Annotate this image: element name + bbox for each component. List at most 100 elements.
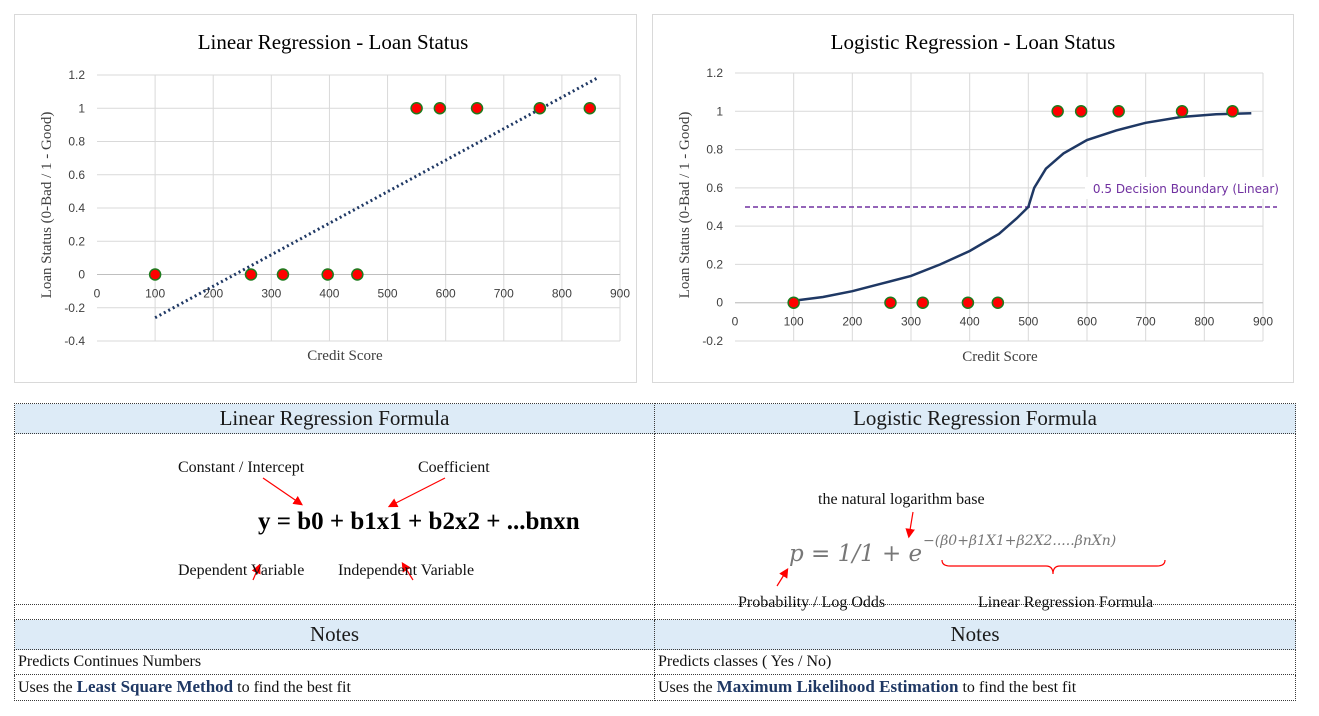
linear-note-2-pre: Uses the [18, 679, 77, 696]
x-tick-label: 300 [261, 287, 281, 301]
independent-arrow [401, 561, 414, 581]
intercept-arrow [262, 477, 303, 506]
logistic-exponent: −(β0+β1X1+β2X2.....βnXn) [923, 533, 1117, 549]
linear-note-1: Predicts Continues Numbers [14, 649, 655, 675]
data-point [1051, 105, 1064, 118]
linear-notes-header: Notes [14, 619, 655, 650]
formula-table: Linear Regression Formula Logistic Regre… [14, 403, 1296, 701]
x-tick-label: 500 [378, 287, 398, 301]
data-point [1074, 105, 1088, 118]
linear-chart-title: Linear Regression - Loan Status [198, 30, 469, 54]
y-tick-label: 1 [716, 104, 723, 118]
x-tick-label: 500 [1018, 315, 1038, 329]
logistic-regression-chart: Logistic Regression - Loan Status Credit… [652, 14, 1294, 383]
x-tick-label: 0 [94, 287, 101, 301]
logistic-chart-svg: Logistic Regression - Loan Status Credit… [677, 30, 1293, 365]
x-tick-label: 100 [145, 287, 165, 301]
logistic-formula-cell: the natural logarithm base p = 1/1 + e −… [654, 433, 1296, 611]
linear-y-axis-label: Loan Status (0-Bad / 1 - Good) [39, 112, 55, 299]
x-tick-label: 100 [784, 315, 804, 329]
data-point [1226, 105, 1239, 118]
decision-boundary-label-bg [1085, 177, 1293, 199]
coefficient-arrow [387, 477, 446, 508]
linear-formula-label: Linear Regression Formula [978, 594, 1154, 611]
logistic-y-axis-label: Loan Status (0-Bad / 1 - Good) [677, 112, 693, 299]
logistic-curve [793, 111, 1252, 303]
least-square-method: Least Square Method [76, 677, 234, 696]
linear-equation: y = b0 + b1x1 + b2x2 + ...bnxn [258, 508, 580, 535]
x-tick-label: 400 [319, 287, 339, 301]
y-tick-label: -0.4 [64, 334, 85, 348]
intercept-label: Constant / Intercept [178, 459, 305, 476]
data-point [351, 268, 364, 281]
y-tick-label: 0.2 [706, 257, 723, 271]
y-tick-label: 0 [78, 268, 85, 282]
logistic-formula-header: Logistic Regression Formula [654, 403, 1296, 434]
coefficient-label: Coefficient [418, 459, 490, 476]
maximum-likelihood-estimation: Maximum Likelihood Estimation [716, 677, 959, 696]
linear-formula-cell: Constant / Intercept Coefficient y = b0 … [14, 433, 655, 605]
decision-boundary-label: 0.5 Decision Boundary (Linear) [1093, 182, 1279, 196]
logistic-chart-title: Logistic Regression - Loan Status [831, 30, 1116, 54]
y-tick-label: 1 [78, 101, 85, 115]
independent-variable-label: Independent Variable [338, 562, 475, 579]
x-tick-label: 800 [1194, 315, 1214, 329]
y-tick-label: 0 [716, 296, 723, 310]
x-tick-label: 0 [732, 315, 739, 329]
y-tick-label: -0.2 [64, 301, 85, 315]
x-tick-label: 700 [494, 287, 514, 301]
y-tick-label: 0.4 [706, 219, 723, 233]
y-tick-label: 0.8 [706, 143, 723, 157]
x-tick-label: 200 [203, 287, 223, 301]
data-point [1112, 105, 1125, 118]
linear-note-2-post: to find the best fit [233, 679, 351, 696]
linear-note-2: Uses the Least Square Method to find the… [14, 674, 655, 701]
logistic-note-2-pre: Uses the [658, 679, 717, 696]
logistic-arrows [776, 511, 1166, 587]
data-point [991, 296, 1005, 309]
linear-arrows [251, 477, 446, 581]
data-point [916, 296, 929, 309]
data-point [884, 296, 897, 309]
y-tick-label: 0.6 [706, 181, 723, 195]
data-point [321, 268, 334, 281]
y-tick-label: 1.2 [68, 68, 85, 82]
logistic-note-2: Uses the Maximum Likelihood Estimation t… [654, 674, 1296, 701]
probability-arrow [776, 567, 789, 587]
y-tick-label: 0.8 [68, 135, 85, 149]
probability-label: Probability / Log Odds [738, 594, 886, 611]
logistic-x-axis-label: Credit Score [962, 349, 1038, 365]
data-point [533, 102, 547, 115]
logistic-notes-header: Notes [654, 619, 1296, 650]
y-tick-label: -0.2 [702, 334, 723, 348]
log-base-arrow [905, 511, 915, 539]
y-tick-label: 0.6 [68, 168, 85, 182]
linear-formula-header: Linear Regression Formula [14, 403, 655, 434]
logistic-note-2-post: to find the best fit [958, 679, 1077, 696]
linear-chart-svg: Linear Regression - Loan Status Credit S… [39, 30, 630, 364]
data-point [410, 102, 423, 115]
log-base-label: the natural logarithm base [818, 491, 985, 508]
linear-regression-chart: Linear Regression - Loan Status Credit S… [14, 14, 637, 383]
x-tick-label: 300 [901, 315, 921, 329]
data-point [276, 268, 290, 281]
linear-x-axis-label: Credit Score [307, 348, 383, 364]
y-tick-label: 0.2 [68, 234, 85, 248]
x-tick-label: 600 [1077, 315, 1097, 329]
x-tick-label: 800 [552, 287, 572, 301]
data-point [148, 268, 162, 281]
data-point [470, 102, 484, 115]
x-tick-label: 400 [960, 315, 980, 329]
data-point [961, 296, 975, 309]
x-tick-label: 900 [1253, 315, 1273, 329]
y-tick-label: 0.4 [68, 201, 85, 215]
spacer-left [14, 604, 655, 620]
x-tick-label: 700 [1136, 315, 1156, 329]
data-point [1175, 105, 1189, 118]
data-point [583, 102, 597, 115]
linear-formula-brace [941, 559, 1166, 575]
data-point [244, 268, 258, 281]
logistic-note-1: Predicts classes ( Yes / No) [654, 649, 1296, 675]
trendline [154, 77, 598, 320]
dependent-arrow [251, 563, 261, 581]
